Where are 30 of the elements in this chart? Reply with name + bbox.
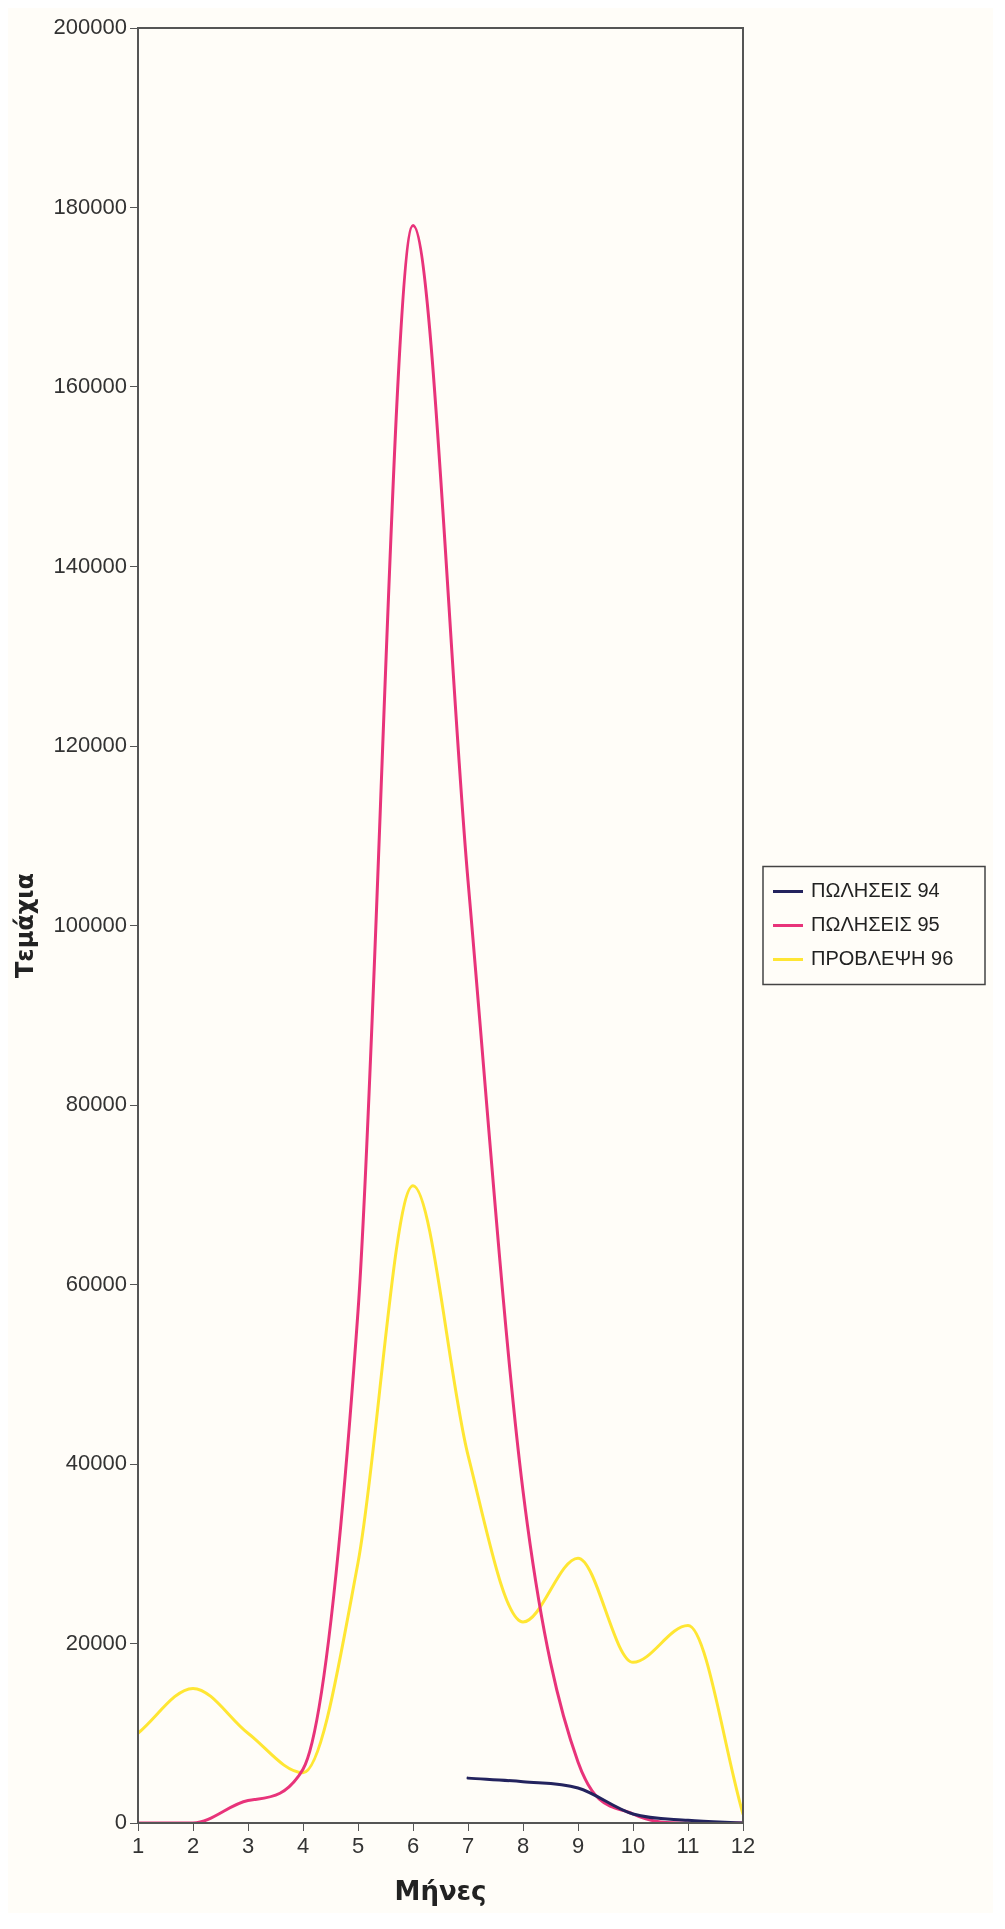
y-tick-label: 120000 bbox=[53, 732, 127, 758]
x-tick-label: 11 bbox=[676, 1833, 700, 1859]
x-tick-label: 2 bbox=[186, 1833, 200, 1859]
x-tick-label: 8 bbox=[516, 1833, 530, 1859]
legend-label: ΠΡΟΒΛΕΨΗ 96 bbox=[811, 947, 954, 970]
y-tick-label: 0 bbox=[114, 1809, 127, 1835]
x-tick-label: 7 bbox=[461, 1833, 475, 1859]
y-tick-label: 40000 bbox=[65, 1450, 127, 1476]
x-tick-label: 12 bbox=[730, 1833, 756, 1859]
legend-label: ΠΩΛΗΣΕΙΣ 95 bbox=[811, 913, 940, 936]
x-tick-label: 6 bbox=[406, 1833, 420, 1859]
y-tick-label: 100000 bbox=[53, 911, 127, 937]
x-tick-label: 10 bbox=[620, 1833, 646, 1859]
y-tick-label: 80000 bbox=[65, 1091, 127, 1117]
legend-label: ΠΩΛΗΣΕΙΣ 94 bbox=[811, 879, 940, 902]
y-tick-label: 60000 bbox=[65, 1270, 127, 1296]
line-series bbox=[138, 1184, 743, 1816]
x-tick-label: 4 bbox=[296, 1833, 310, 1859]
x-axis-title: Μήνες bbox=[394, 1876, 487, 1907]
y-tick-label: 140000 bbox=[53, 552, 127, 578]
line-series bbox=[466, 1776, 743, 1823]
x-tick-label: 5 bbox=[351, 1833, 365, 1859]
x-tick-label: 1 bbox=[131, 1833, 145, 1859]
y-tick-label: 200000 bbox=[53, 14, 127, 40]
y-axis-title: Τεμάχια bbox=[10, 872, 39, 979]
y-tick-label: 180000 bbox=[53, 193, 127, 219]
y-tick-label: 160000 bbox=[53, 373, 127, 399]
y-tick-label: 20000 bbox=[65, 1629, 127, 1655]
x-tick-label: 3 bbox=[241, 1833, 255, 1859]
x-tick-label: 9 bbox=[571, 1833, 585, 1859]
